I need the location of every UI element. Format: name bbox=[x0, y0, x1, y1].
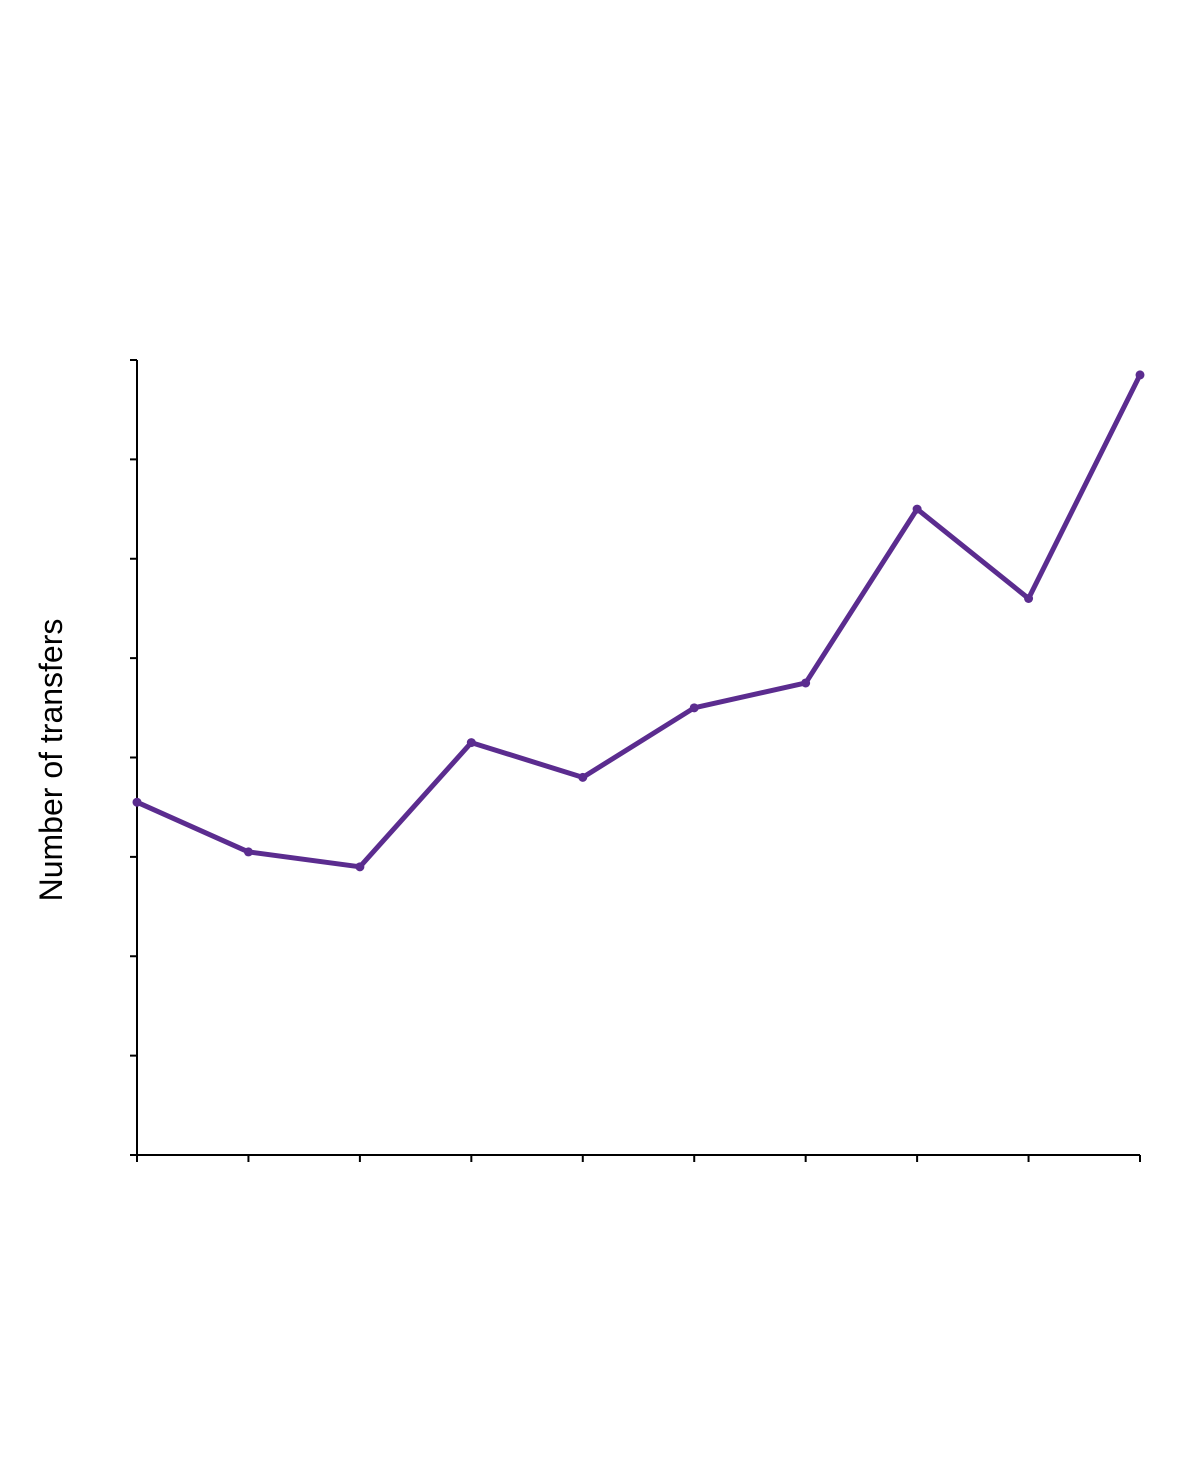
data-point bbox=[243, 847, 253, 857]
data-point bbox=[355, 862, 365, 872]
x-axis-ticks bbox=[136, 1155, 1141, 1162]
y-axis-label: Number of transfers bbox=[33, 619, 69, 902]
data-point bbox=[689, 703, 699, 713]
series-line bbox=[134, 372, 1143, 870]
data-point bbox=[912, 504, 922, 514]
chart-axes bbox=[130, 359, 1141, 1162]
y-axis-ticks bbox=[130, 359, 137, 1156]
data-point bbox=[466, 738, 476, 748]
data-point bbox=[132, 797, 142, 807]
data-point bbox=[801, 678, 811, 688]
data-point bbox=[1024, 594, 1034, 603]
data-point bbox=[578, 772, 588, 782]
series-group bbox=[132, 370, 1145, 872]
data-point bbox=[1135, 370, 1145, 380]
